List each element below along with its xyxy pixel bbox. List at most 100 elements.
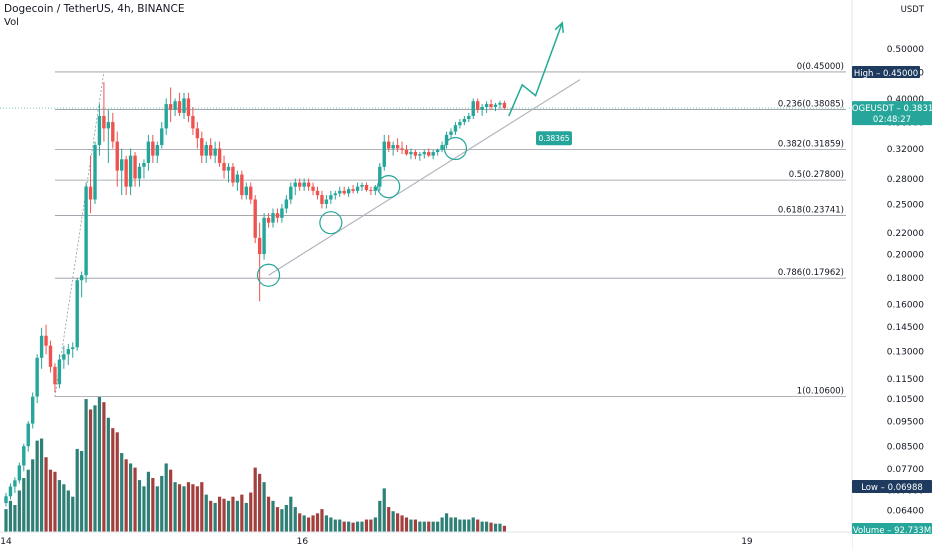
- candle[interactable]: [102, 82, 106, 142]
- candle[interactable]: [467, 112, 471, 123]
- candle[interactable]: [231, 163, 235, 187]
- candle[interactable]: [324, 195, 329, 209]
- touch-circle[interactable]: [256, 263, 281, 287]
- volume-tag[interactable]: Volume – 92.733M: [852, 523, 932, 536]
- candle[interactable]: [395, 138, 400, 153]
- candle[interactable]: [66, 343, 70, 366]
- candle[interactable]: [293, 178, 297, 196]
- projection-arrow[interactable]: [508, 22, 563, 117]
- candle[interactable]: [498, 100, 502, 109]
- candle[interactable]: [22, 443, 26, 472]
- candle[interactable]: [440, 141, 444, 153]
- candle[interactable]: [75, 277, 79, 351]
- candle[interactable]: [320, 190, 324, 209]
- candle[interactable]: [444, 131, 449, 149]
- candle[interactable]: [186, 92, 191, 123]
- candle[interactable]: [79, 271, 84, 298]
- candle[interactable]: [271, 208, 275, 228]
- candle[interactable]: [387, 134, 391, 153]
- candle[interactable]: [93, 141, 97, 204]
- high-price-tag[interactable]: High – 0.45000: [852, 65, 920, 79]
- candle[interactable]: [382, 134, 386, 171]
- candle[interactable]: [39, 327, 44, 369]
- candle[interactable]: [493, 102, 498, 112]
- candle[interactable]: [306, 178, 311, 191]
- candle[interactable]: [249, 182, 253, 204]
- candle[interactable]: [26, 421, 30, 452]
- candle[interactable]: [351, 185, 355, 194]
- candle[interactable]: [333, 190, 337, 200]
- candle[interactable]: [458, 118, 462, 129]
- candle[interactable]: [329, 190, 333, 204]
- candle[interactable]: [142, 159, 146, 179]
- candle[interactable]: [88, 155, 93, 214]
- candle[interactable]: [435, 148, 440, 156]
- touch-circle[interactable]: [319, 211, 343, 235]
- candle[interactable]: [418, 152, 422, 161]
- candle[interactable]: [222, 155, 226, 179]
- candle[interactable]: [298, 178, 302, 191]
- candle[interactable]: [364, 182, 369, 192]
- trend-line[interactable]: [268, 79, 581, 276]
- candle[interactable]: [8, 483, 13, 500]
- low-price-tag[interactable]: Low – 0.06988: [852, 480, 932, 493]
- candle[interactable]: [35, 354, 39, 404]
- candle[interactable]: [177, 92, 182, 116]
- candle[interactable]: [44, 324, 48, 355]
- candle[interactable]: [338, 186, 342, 197]
- candle[interactable]: [369, 186, 373, 196]
- candle[interactable]: [480, 104, 484, 116]
- candle[interactable]: [346, 186, 351, 197]
- candle[interactable]: [17, 462, 22, 484]
- candle[interactable]: [427, 148, 431, 158]
- candle[interactable]: [302, 178, 306, 191]
- symbol-title[interactable]: Dogecoin / TetherUS, 4h, BINANCE: [4, 3, 185, 15]
- candle[interactable]: [13, 477, 17, 494]
- candle[interactable]: [342, 186, 346, 196]
- candle[interactable]: [137, 163, 142, 187]
- candle[interactable]: [173, 98, 177, 116]
- candle[interactable]: [128, 148, 133, 196]
- candle[interactable]: [275, 208, 280, 223]
- candle[interactable]: [160, 122, 164, 149]
- candle[interactable]: [471, 98, 475, 119]
- candle[interactable]: [484, 101, 489, 113]
- price-axis[interactable]: [852, 0, 932, 550]
- candle[interactable]: [315, 186, 320, 200]
- candle[interactable]: [200, 131, 204, 164]
- candle[interactable]: [195, 122, 200, 149]
- candle[interactable]: [289, 182, 293, 204]
- candle[interactable]: [462, 115, 467, 126]
- candle[interactable]: [378, 163, 382, 191]
- candle[interactable]: [449, 128, 453, 139]
- candle[interactable]: [84, 182, 88, 283]
- candle[interactable]: [217, 141, 222, 167]
- candle[interactable]: [391, 141, 395, 156]
- candle[interactable]: [115, 131, 119, 187]
- candle[interactable]: [413, 149, 418, 160]
- candle[interactable]: [400, 141, 404, 155]
- candle[interactable]: [311, 182, 315, 196]
- candle[interactable]: [360, 182, 364, 191]
- candle[interactable]: [257, 222, 262, 302]
- candle[interactable]: [226, 163, 231, 183]
- candle[interactable]: [191, 106, 195, 135]
- candle[interactable]: [213, 141, 217, 164]
- candle[interactable]: [253, 195, 257, 244]
- candle[interactable]: [48, 340, 53, 373]
- candle[interactable]: [71, 342, 75, 358]
- candle[interactable]: [422, 149, 426, 159]
- candle[interactable]: [373, 185, 378, 196]
- candle[interactable]: [182, 92, 186, 119]
- candle[interactable]: [489, 99, 493, 110]
- touch-circle[interactable]: [377, 175, 401, 199]
- candle[interactable]: [164, 98, 168, 135]
- candle[interactable]: [133, 152, 137, 187]
- candle[interactable]: [244, 182, 248, 200]
- candle[interactable]: [62, 345, 66, 369]
- candle[interactable]: [453, 122, 458, 135]
- candle[interactable]: [111, 112, 115, 149]
- candle[interactable]: [209, 138, 213, 160]
